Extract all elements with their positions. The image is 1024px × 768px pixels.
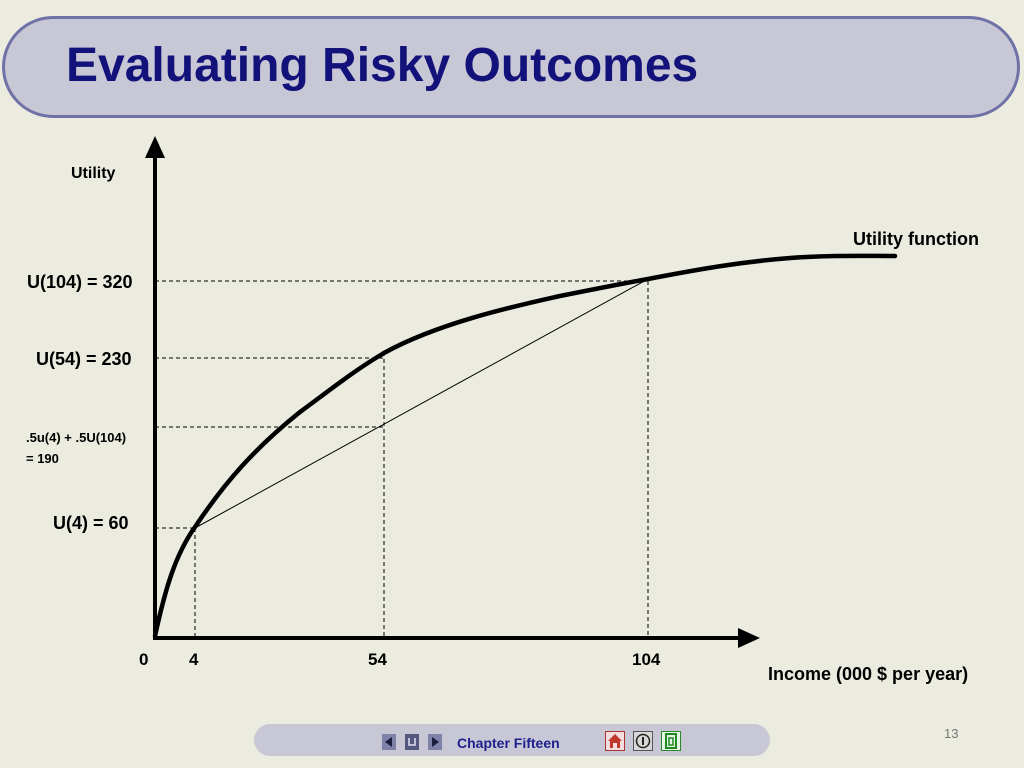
y-axis-arrowhead — [145, 136, 165, 158]
previous-slide-icon[interactable] — [382, 734, 396, 750]
x-tick-label-54: 54 — [368, 650, 387, 669]
expected-utility-chord — [194, 278, 649, 529]
x-tick-label-0: 0 — [139, 650, 149, 669]
utility-function-label: Utility function — [853, 229, 979, 249]
info-icon[interactable] — [633, 731, 653, 751]
next-slide-icon[interactable] — [428, 734, 442, 750]
document-glyph-icon — [665, 733, 677, 749]
return-glyph-icon — [408, 738, 416, 746]
home-glyph-icon — [608, 734, 622, 748]
y-tick-label-60: U(4) = 60 — [53, 513, 129, 533]
slide-title: Evaluating Risky Outcomes — [66, 39, 699, 92]
home-icon[interactable] — [605, 731, 625, 751]
y-tick-label-320: U(104) = 320 — [27, 272, 133, 292]
footer-nav-bar — [254, 724, 770, 756]
y-tick-label-190-line2: = 190 — [26, 451, 59, 466]
y-tick-label-190: .5u(4) + .5U(104) = 190 — [26, 427, 126, 469]
y-tick-label-230: U(54) = 230 — [36, 349, 132, 369]
title-banner — [2, 16, 1020, 118]
x-tick-label-104: 104 — [632, 650, 661, 669]
return-icon[interactable] — [405, 734, 419, 750]
page-number: 13 — [944, 726, 959, 741]
x-axis-label: Income (000 $ per year) — [768, 664, 969, 684]
info-glyph-icon — [635, 733, 651, 749]
document-icon[interactable] — [661, 731, 681, 751]
chapter-label: Chapter Fifteen — [457, 735, 560, 751]
y-tick-label-190-line1: .5u(4) + .5U(104) — [26, 430, 127, 445]
x-axis-arrowhead — [738, 628, 760, 648]
utility-function-curve — [152, 253, 898, 639]
x-tick-label-4: 4 — [189, 650, 199, 669]
y-axis-label: Utility — [71, 165, 116, 182]
